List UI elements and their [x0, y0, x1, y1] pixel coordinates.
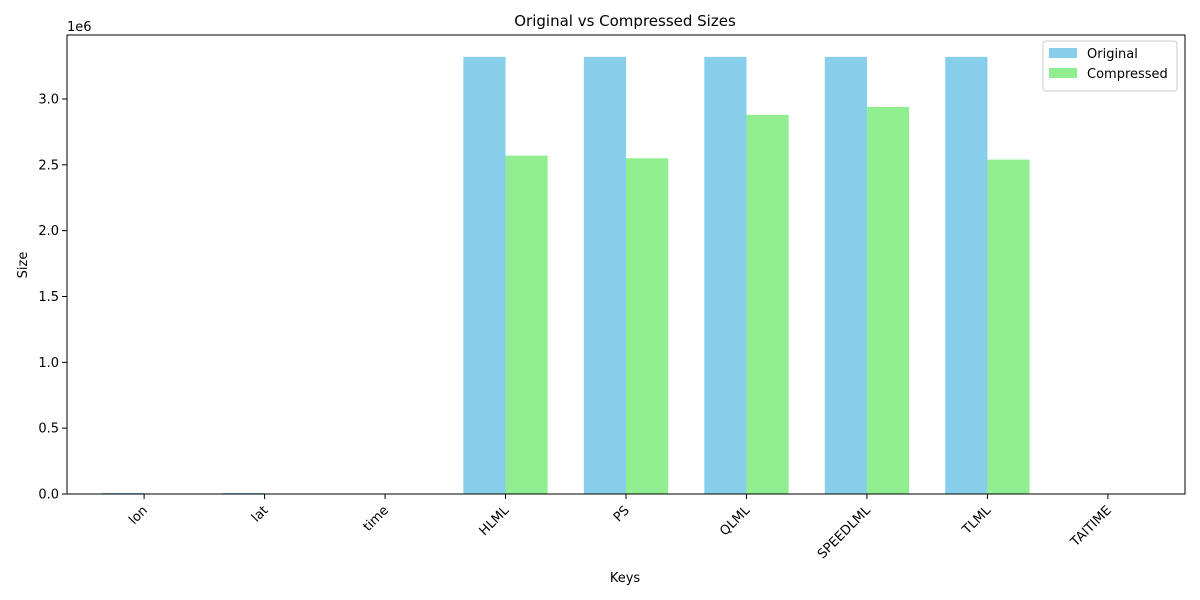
bar-original-hlml [463, 56, 506, 495]
x-tick-label-qlml: QLML [717, 503, 754, 540]
y-tick-label: 0.0 [38, 488, 59, 503]
chart-title: Original vs Compressed Sizes [514, 12, 736, 30]
y-tick-label: 1.5 [38, 290, 59, 305]
bar-compressed-qlml [746, 114, 789, 494]
y-axis-label: Size [16, 252, 31, 279]
x-axis-label: Keys [610, 571, 641, 586]
legend-swatch-compressed [1049, 68, 1077, 78]
x-tick-label-lon: lon [126, 503, 151, 528]
bar-compressed-speedlml [866, 106, 910, 494]
bars-layer [101, 56, 1030, 495]
x-tick-label-taitime: TAITIME [1067, 503, 1114, 550]
legend-label-compressed: Compressed [1087, 67, 1168, 82]
y-tick-label: 3.0 [38, 92, 59, 107]
y-offset-label: 1e6 [67, 20, 92, 35]
bar-original-tlml [945, 56, 988, 495]
x-tick-label-ps: PS [611, 503, 633, 525]
legend-swatch-original [1049, 48, 1077, 58]
legend-label-original: Original [1087, 47, 1138, 62]
x-tick-label-speedlml: SPEEDLML [815, 503, 874, 562]
legend: Original Compressed [1042, 40, 1178, 92]
bar-original-ps [583, 56, 626, 495]
bar-compressed-tlml [987, 159, 1030, 494]
y-tick-label: 2.0 [38, 224, 59, 239]
x-tick-label-hlml: HLML [477, 503, 513, 539]
bar-original-lon [101, 492, 145, 494]
bar-compressed-ps [626, 158, 669, 495]
x-tick-label-tlml: TLML [959, 503, 995, 539]
y-tick-label: 2.5 [38, 158, 59, 173]
x-tick-label-time: time [361, 503, 392, 534]
y-tick-label: 1.0 [38, 356, 59, 371]
y-tick-label: 0.5 [38, 422, 59, 437]
bar-original-qlml [704, 56, 747, 495]
bar-compressed-hlml [505, 155, 548, 495]
bar-original-lat [222, 492, 265, 494]
bar-original-speedlml [824, 56, 867, 495]
x-tick-label-lat: lat [249, 503, 271, 525]
